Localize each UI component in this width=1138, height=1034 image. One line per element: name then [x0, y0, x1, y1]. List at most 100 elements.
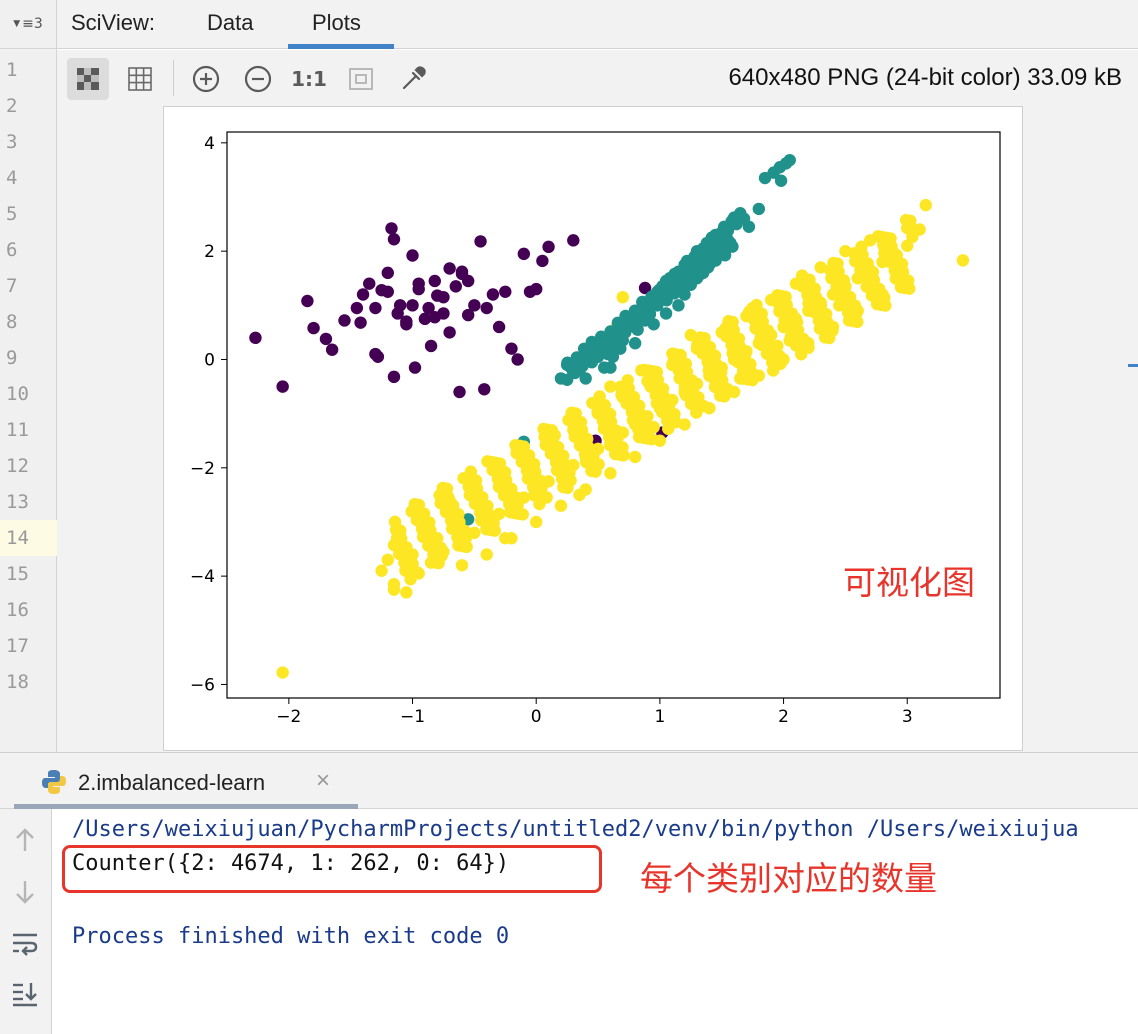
data-point [499, 532, 512, 545]
line-number: 16 [6, 599, 29, 621]
sciview-title: SciView: [71, 10, 155, 35]
actual-size-icon: 1:1 [291, 67, 327, 91]
up-arrow-button[interactable] [10, 825, 40, 855]
data-point [504, 506, 517, 519]
data-point [684, 328, 697, 342]
data-point [604, 380, 617, 393]
scroll-to-end-button[interactable] [10, 979, 40, 1009]
data-point [301, 294, 314, 308]
data-point [486, 288, 500, 301]
data-point [399, 564, 412, 577]
console-command-line: /Users/weixiujuan/PycharmProjects/untitl… [72, 817, 1079, 842]
line-number: 15 [6, 563, 29, 585]
chart-annotation: 可视化图 [843, 563, 975, 602]
checkerboard-button[interactable] [67, 58, 109, 100]
soft-wrap-button[interactable] [10, 929, 40, 959]
data-point [825, 272, 838, 285]
line-number: 7 [6, 275, 18, 297]
x-tick-label: −2 [276, 707, 301, 727]
python-icon [42, 770, 66, 794]
y-tick-label: −2 [190, 459, 215, 479]
console-output[interactable]: /Users/weixiujuan/PycharmProjects/untitl… [52, 809, 1138, 1034]
line-number: 18 [6, 671, 29, 693]
data-point [616, 290, 629, 304]
y-tick-label: 4 [204, 134, 215, 154]
grid-button[interactable] [119, 58, 161, 100]
data-point [878, 246, 891, 260]
fit-window-button[interactable] [340, 58, 382, 100]
zoom-out-icon [244, 65, 272, 93]
data-point [369, 301, 382, 315]
highlight-box [62, 845, 602, 893]
plot-image: −2 −1 0 1 2 3 −6 −4 −2 0 2 4 [163, 106, 1023, 751]
data-point [579, 372, 592, 385]
data-point [742, 220, 756, 233]
run-tab[interactable]: 2.imbalanced-learn × [14, 753, 358, 809]
tab-data[interactable]: Data [207, 10, 254, 35]
editor-gutter: ▼ ≡3 1 2 3 4 5 6 7 8 9 10 11 12 13 14 15 16 17 18 [0, 0, 57, 752]
data-point [350, 301, 364, 315]
data-point [418, 312, 432, 326]
data-point [542, 240, 555, 254]
data-point [478, 383, 491, 396]
data-point [412, 277, 425, 290]
data-point [645, 292, 659, 305]
data-point [581, 349, 595, 362]
data-point [550, 464, 564, 477]
data-point [638, 363, 651, 377]
y-tick-label: 2 [204, 242, 215, 262]
data-point [387, 583, 401, 596]
data-point [638, 281, 652, 295]
data-point [385, 222, 398, 235]
data-point [400, 318, 413, 331]
data-point [860, 280, 873, 293]
x-tick-label: −1 [400, 707, 425, 727]
data-point [356, 288, 370, 301]
tab-plots[interactable]: Plots [312, 10, 361, 35]
plot-frame [226, 131, 1001, 699]
data-point [662, 422, 675, 435]
data-point [871, 230, 885, 243]
y-tick-label: 0 [204, 350, 215, 370]
data-point [557, 480, 570, 494]
data-point [530, 282, 543, 296]
data-point [461, 308, 475, 322]
close-icon[interactable]: × [316, 767, 331, 794]
data-point [814, 261, 827, 274]
run-panel-header: 2.imbalanced-learn × [0, 752, 1138, 809]
data-point [737, 372, 751, 385]
data-point [408, 361, 422, 374]
data-point [325, 343, 339, 356]
data-point [511, 353, 524, 366]
data-point [319, 332, 333, 346]
data-point [443, 326, 456, 339]
data-point [755, 338, 768, 352]
data-point [604, 361, 617, 374]
gutter-menu-button[interactable]: ▼ ≡3 [0, 0, 56, 49]
color-picker-button[interactable] [392, 58, 434, 100]
data-point [428, 556, 441, 569]
data-point [659, 307, 673, 320]
data-point [437, 290, 450, 304]
down-arrow-button[interactable] [10, 877, 40, 907]
data-point [726, 347, 739, 360]
data-point [650, 397, 664, 410]
actual-size-button[interactable]: 1:1 [288, 58, 330, 100]
data-point [371, 350, 385, 363]
data-point [709, 254, 722, 267]
data-point [626, 414, 640, 427]
line-number: 4 [6, 167, 18, 189]
y-tick-label: −4 [190, 567, 215, 587]
line-number: 8 [6, 311, 18, 333]
data-point [375, 564, 388, 577]
data-point [510, 446, 523, 460]
zoom-in-button[interactable] [185, 58, 227, 100]
data-point [630, 308, 644, 321]
data-point [628, 337, 642, 350]
line-number: 11 [6, 419, 29, 441]
zoom-out-button[interactable] [237, 58, 279, 100]
data-point [796, 280, 809, 293]
data-point [603, 439, 617, 452]
data-point [387, 233, 401, 246]
data-point [670, 271, 683, 285]
